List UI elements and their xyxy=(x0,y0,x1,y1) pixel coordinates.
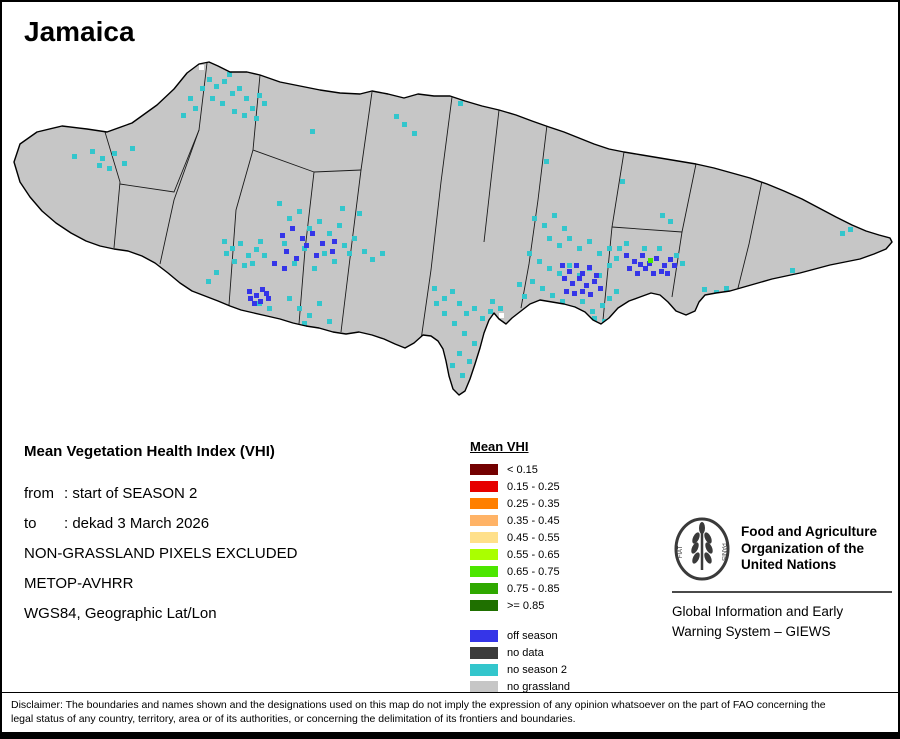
giews-text-line: Warning System – GIEWS xyxy=(672,624,831,639)
info-row-label: from xyxy=(24,484,54,502)
legend-label: no grassland xyxy=(507,680,570,693)
info-row: NON-GRASSLAND PIXELS EXCLUDED xyxy=(24,538,297,568)
legend-row: 0.35 - 0.45 xyxy=(470,512,570,529)
legend-label: 0.75 - 0.85 xyxy=(507,582,560,595)
info-row-value: METOP-AVHRR xyxy=(24,574,134,592)
legend-row: 0.25 - 0.35 xyxy=(470,495,570,512)
info-row: to : dekad 3 March 2026 xyxy=(24,508,297,538)
svg-text:PANIS: PANIS xyxy=(720,543,726,561)
disclaimer-text: Disclaimer: The boundaries and names sho… xyxy=(11,698,826,726)
svg-text:FIAT: FIAT xyxy=(678,545,684,558)
legend-vhi-entries: < 0.15 0.15 - 0.25 0.25 - 0.35 0.35 - 0.45 0… xyxy=(470,461,570,614)
legend-label: < 0.15 xyxy=(507,463,538,476)
legend-label: 0.65 - 0.75 xyxy=(507,565,560,578)
legend-swatch xyxy=(470,646,498,659)
legend-swatch xyxy=(470,464,498,475)
info-row: from : start of SEASON 2 xyxy=(24,478,297,508)
legend-row: 0.75 - 0.85 xyxy=(470,580,570,597)
legend-label: 0.15 - 0.25 xyxy=(507,480,560,493)
info-row-value: : dekad 3 March 2026 xyxy=(64,514,210,532)
fao-divider xyxy=(672,591,892,593)
legend-swatch xyxy=(470,498,498,509)
legend-label: 0.35 - 0.45 xyxy=(507,514,560,527)
legend-swatch xyxy=(470,629,498,642)
legend-swatch xyxy=(470,583,498,594)
fao-org-name: Food and Agriculture Organization of the U… xyxy=(741,524,877,574)
legend-swatch xyxy=(470,566,498,577)
legend-row: 0.45 - 0.55 xyxy=(470,529,570,546)
info-row: METOP-AVHRR xyxy=(24,568,297,598)
fao-org-name-line: Food and Agriculture xyxy=(741,524,877,540)
legend-row: no grassland xyxy=(470,678,570,695)
legend-swatch xyxy=(470,515,498,526)
info-row-value: : start of SEASON 2 xyxy=(64,484,198,502)
info-row-value: NON-GRASSLAND PIXELS EXCLUDED xyxy=(24,544,298,562)
legend-swatch xyxy=(470,532,498,543)
legend-label: 0.25 - 0.35 xyxy=(507,497,560,510)
fao-logo-icon: FIAT PANIS xyxy=(674,517,730,581)
legend-title: Mean VHI xyxy=(470,439,529,454)
disclaimer-bar: Disclaimer: The boundaries and names sho… xyxy=(2,691,898,732)
legend-row: no data xyxy=(470,644,570,661)
legend-label: 0.45 - 0.55 xyxy=(507,531,560,544)
legend-row: 0.65 - 0.75 xyxy=(470,563,570,580)
legend-swatch xyxy=(470,680,498,693)
legend: Mean VHI < 0.15 0.15 - 0.25 0.25 - 0.35 0.3… xyxy=(470,439,570,695)
legend-row: >= 0.85 xyxy=(470,597,570,614)
info-rows: from : start of SEASON 2 to : dekad 3 March… xyxy=(24,478,297,628)
legend-row: 0.15 - 0.25 xyxy=(470,478,570,495)
info-heading: Mean Vegetation Health Index (VHI) xyxy=(24,443,275,460)
info-row: WGS84, Geographic Lat/Lon xyxy=(24,598,297,628)
info-row-value: WGS84, Geographic Lat/Lon xyxy=(24,604,217,622)
legend-swatch xyxy=(470,663,498,676)
giews-text-line: Global Information and Early xyxy=(672,604,844,619)
legend-row: 0.55 - 0.65 xyxy=(470,546,570,563)
info-row-label: to xyxy=(24,514,37,532)
legend-label: no data xyxy=(507,646,544,659)
fao-org-name-line: United Nations xyxy=(741,557,837,573)
legend-label: no season 2 xyxy=(507,663,567,676)
legend-label: >= 0.85 xyxy=(507,599,545,612)
fao-org-name-line: Organization of the xyxy=(741,540,864,556)
legend-row: off season xyxy=(470,627,570,644)
legend-row: no season 2 xyxy=(470,661,570,678)
legend-label: 0.55 - 0.65 xyxy=(507,548,560,561)
legend-swatch xyxy=(470,600,498,611)
legend-swatch xyxy=(470,549,498,560)
legend-row: < 0.15 xyxy=(470,461,570,478)
legend-label: off season xyxy=(507,629,558,642)
legend-extra-entries: off season no data no season 2 no grassland xyxy=(470,627,570,695)
map-info-block: Mean Vegetation Health Index (VHI) from:… xyxy=(24,443,297,628)
legend-swatch xyxy=(470,481,498,492)
giews-text: Global Information and Early Warning Syst… xyxy=(672,602,892,642)
page-title: Jamaica xyxy=(24,16,135,47)
fao-block: FIAT PANIS Food and Agriculture Organizat… xyxy=(672,516,892,642)
